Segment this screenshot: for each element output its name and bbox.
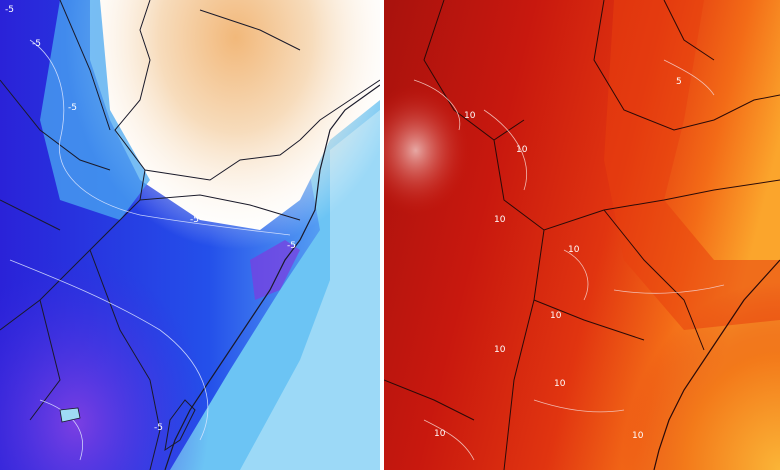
left-label-3: -5 — [190, 215, 199, 225]
right-label-8: 10 — [632, 431, 644, 441]
right-label-9: 10 — [494, 345, 506, 355]
right-label-5: 10 — [550, 311, 562, 321]
right-orange-southeast — [384, 0, 780, 470]
right-labels: 10 10 10 10 10 10 10 10 10 5 — [434, 77, 682, 441]
right-label-4: 10 — [568, 245, 580, 255]
left-coastline — [164, 84, 380, 470]
map-panel-right: 10 10 10 10 10 10 10 10 10 5 — [384, 0, 780, 470]
left-label-5: -5 — [154, 423, 163, 433]
left-label-2: -5 — [68, 103, 77, 113]
right-label-10: 5 — [676, 77, 682, 87]
right-bright-band — [604, 0, 780, 330]
left-label-6: -5 — [5, 5, 14, 15]
left-label-1: -5 — [32, 39, 41, 49]
right-label-6: 10 — [554, 379, 566, 389]
left-borders — [0, 0, 380, 470]
right-label-3: 10 — [494, 215, 506, 225]
left-contours — [9, 39, 291, 461]
right-coastline — [653, 259, 780, 470]
left-label-4: -5 — [287, 241, 296, 251]
right-contours — [413, 59, 725, 461]
left-labels: -5 -5 -5 -5 -5 -5 — [5, 5, 296, 433]
panel-divider — [380, 0, 384, 470]
left-lake — [59, 407, 81, 423]
map-panel-left: -5 -5 -5 -5 -5 -5 — [0, 0, 380, 470]
right-label-7: 10 — [434, 429, 446, 439]
left-purple-coast — [250, 240, 300, 300]
right-label-1: 10 — [464, 111, 476, 121]
left-map-svg: -5 -5 -5 -5 -5 -5 — [0, 0, 380, 470]
left-purple-zone — [0, 0, 380, 470]
right-label-2: 10 — [516, 145, 528, 155]
left-lagoon — [164, 399, 196, 452]
right-map-svg: 10 10 10 10 10 10 10 10 10 5 — [384, 0, 780, 470]
right-borders — [384, 0, 780, 470]
